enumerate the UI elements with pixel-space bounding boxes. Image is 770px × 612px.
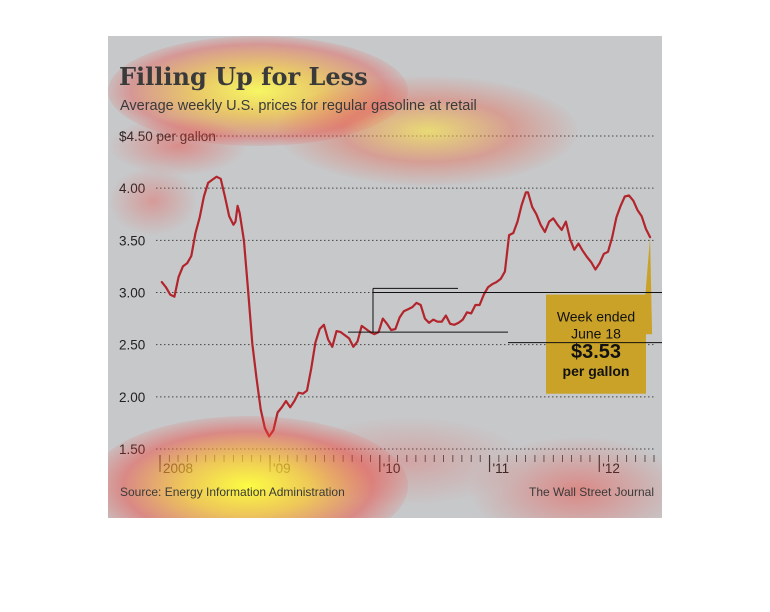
y-tick-label: 3.50 bbox=[119, 233, 145, 248]
callout-label-week: Week ended bbox=[557, 309, 635, 325]
publisher-credit: The Wall Street Journal bbox=[529, 485, 654, 499]
price-line bbox=[160, 175, 652, 438]
callout-box bbox=[546, 294, 646, 394]
callout-value: $3.53 bbox=[571, 341, 621, 363]
callout-label-date: June 18 bbox=[571, 325, 621, 341]
x-year-label: '12 bbox=[602, 461, 620, 476]
chart-subtitle: Average weekly U.S. prices for regular g… bbox=[120, 98, 477, 114]
y-tick-label: 3.00 bbox=[119, 286, 145, 301]
x-year-label: '11 bbox=[493, 461, 510, 476]
x-year-label: '10 bbox=[383, 461, 401, 476]
chart-title: Filling Up for Less bbox=[119, 62, 368, 91]
y-tick-label: 2.50 bbox=[119, 338, 145, 353]
y-tick-label: 4.00 bbox=[119, 181, 145, 196]
y-top-label: $4.50 per gallon bbox=[119, 129, 216, 144]
chart-panel: 4.00 3.50 3.00 2.50 2.00 1.50 $4.50 per gallon… bbox=[108, 36, 662, 518]
x-year-label: 2008 bbox=[163, 461, 193, 476]
y-tick-label: 1.50 bbox=[119, 442, 145, 457]
source-note: Source: Energy Information Administratio… bbox=[120, 485, 345, 499]
x-year-label: '09 bbox=[273, 461, 291, 476]
callout-unit: per gallon bbox=[563, 363, 630, 379]
y-tick-label: 2.00 bbox=[119, 390, 145, 405]
